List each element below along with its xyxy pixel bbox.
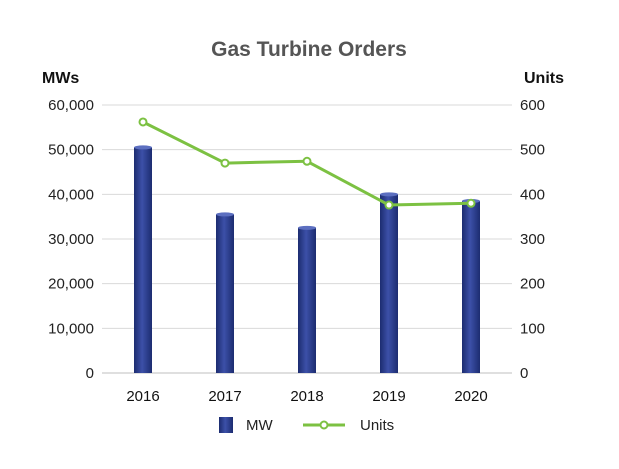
y-right-tick-labels: 0 100 200 300 400 500 600 xyxy=(520,97,545,382)
x-category-label: 2019 xyxy=(372,388,405,405)
y-left-tick-label: 50,000 xyxy=(48,142,94,159)
y-right-axis-title: Units xyxy=(524,70,564,87)
x-category-label: 2016 xyxy=(126,388,159,405)
y-right-tick-label: 100 xyxy=(520,320,545,337)
y-right-tick-label: 600 xyxy=(520,97,545,114)
y-left-tick-label: 40,000 xyxy=(48,186,94,203)
point-units xyxy=(384,200,394,210)
legend-marker-units xyxy=(319,420,329,430)
bar-mw xyxy=(216,214,234,373)
y-right-tick-label: 200 xyxy=(520,276,545,293)
legend-label-mw: MW xyxy=(246,417,273,434)
point-units xyxy=(466,198,476,208)
bar-mw-cap xyxy=(298,225,316,230)
y-left-tick-label: 20,000 xyxy=(48,276,94,293)
legend-label-units: Units xyxy=(360,417,394,434)
point-units xyxy=(302,156,312,166)
y-right-tick-label: 400 xyxy=(520,186,545,203)
bar-mw xyxy=(134,147,152,373)
y-left-tick-label: 10,000 xyxy=(48,320,94,337)
bar-mw xyxy=(462,201,480,373)
x-category-label: 2018 xyxy=(290,388,323,405)
legend-swatch-mw xyxy=(219,417,233,433)
bar-mw-cap xyxy=(216,212,234,217)
y-left-tick-label: 30,000 xyxy=(48,231,94,248)
point-units xyxy=(220,158,230,168)
y-right-tick-label: 500 xyxy=(520,142,545,159)
x-category-label: 2017 xyxy=(208,388,241,405)
y-left-axis-title: MWs xyxy=(42,70,79,87)
line-series-units xyxy=(138,117,476,210)
x-category-labels: 2016 2017 2018 2019 2020 xyxy=(126,388,487,405)
bar-series-mw xyxy=(134,145,480,373)
bar-mw xyxy=(380,194,398,373)
x-category-label: 2020 xyxy=(454,388,487,405)
legend: MW Units xyxy=(219,417,394,434)
bar-mw-cap xyxy=(380,192,398,197)
y-left-tick-label: 60,000 xyxy=(48,97,94,114)
y-right-tick-label: 300 xyxy=(520,231,545,248)
point-units xyxy=(138,117,148,127)
chart-title: Gas Turbine Orders xyxy=(211,38,407,61)
y-left-tick-labels: 0 10,000 20,000 30,000 40,000 50,000 60,000 xyxy=(48,97,94,382)
y-right-tick-label: 0 xyxy=(520,365,528,382)
bar-mw-cap xyxy=(134,145,152,150)
y-left-tick-label: 0 xyxy=(86,365,94,382)
bar-mw xyxy=(298,227,316,373)
